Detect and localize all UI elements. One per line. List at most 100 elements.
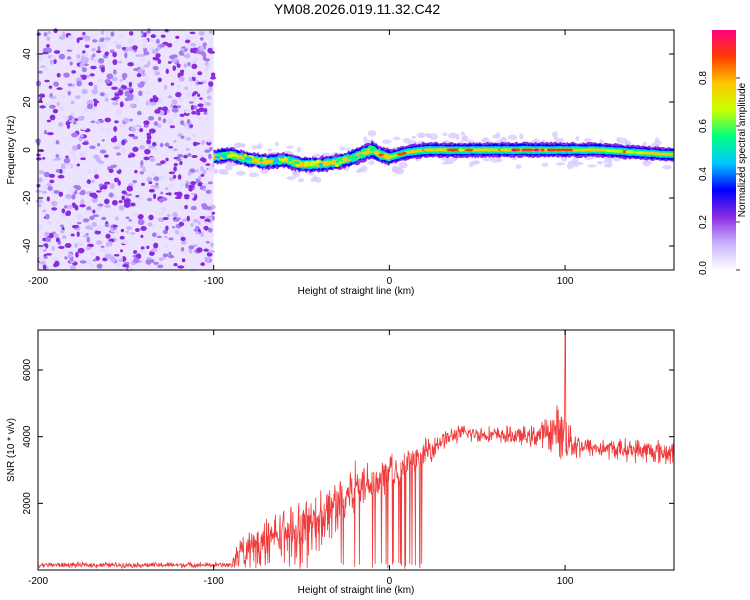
noise-speck	[121, 148, 127, 155]
noise-speck	[198, 31, 205, 36]
ridge-hotspot	[316, 159, 321, 163]
noise-speck	[180, 120, 185, 126]
noise-speck	[150, 184, 156, 188]
snr-y-tick-label: 4000	[22, 425, 33, 448]
noise-speck	[201, 139, 205, 145]
noise-speck	[110, 256, 117, 263]
noise-speck	[125, 230, 130, 234]
ridge-hotspot	[293, 161, 301, 165]
noise-speck	[157, 213, 164, 216]
noise-speck	[104, 36, 111, 41]
noise-speck	[187, 153, 192, 157]
noise-speck	[173, 162, 178, 167]
noise-speck	[160, 191, 164, 195]
noise-speck	[49, 104, 56, 109]
ridge-hotspot	[358, 153, 364, 157]
ridge-halo-speck	[460, 131, 466, 136]
noise-speck	[36, 32, 41, 36]
noise-speck	[132, 146, 139, 152]
noise-speck	[159, 142, 164, 148]
noise-speck	[202, 221, 210, 225]
ridge-halo-speck	[541, 162, 549, 167]
noise-speck	[84, 107, 88, 113]
noise-speck	[104, 223, 109, 228]
ridge-hotspot	[604, 149, 615, 153]
noise-speck	[45, 213, 50, 220]
ridge-hotspot	[443, 148, 449, 152]
noise-speck	[48, 232, 54, 239]
ridge-hotspot	[564, 148, 571, 152]
noise-speck	[164, 84, 168, 90]
noise-speck	[127, 62, 134, 67]
noise-speck	[203, 225, 209, 231]
noise-speck	[109, 165, 116, 169]
noise-speck	[172, 148, 178, 152]
noise-speck	[180, 247, 185, 252]
noise-speck	[70, 111, 75, 117]
noise-speck	[205, 102, 212, 106]
noise-speck	[112, 51, 117, 58]
noise-speck	[157, 77, 162, 83]
noise-speck	[66, 124, 71, 129]
noise-speck	[42, 156, 46, 160]
ridge-hotspot	[554, 148, 565, 152]
noise-speck	[67, 35, 74, 41]
noise-speck	[137, 110, 142, 116]
noise-speck	[145, 258, 152, 265]
noise-speck	[171, 107, 179, 113]
ridge-halo-speck	[315, 176, 322, 183]
noise-speck	[84, 44, 90, 48]
noise-speck	[176, 158, 182, 162]
ridge-halo-speck	[442, 132, 448, 137]
noise-speck	[115, 166, 120, 171]
noise-speck	[168, 176, 175, 182]
noise-speck	[76, 231, 80, 238]
noise-speck	[174, 196, 182, 200]
noise-speck	[211, 211, 216, 215]
noise-speck	[92, 214, 100, 218]
noise-speck	[53, 50, 61, 54]
noise-speck	[43, 32, 48, 37]
noise-speck	[193, 142, 201, 145]
noise-speck	[48, 85, 53, 89]
noise-speck	[88, 169, 92, 175]
ridge-halo-speck	[360, 165, 368, 173]
noise-speck	[73, 154, 77, 160]
noise-speck	[127, 267, 134, 272]
noise-speck	[76, 163, 81, 167]
noise-speck	[141, 182, 145, 186]
noise-speck	[175, 92, 182, 98]
noise-speck	[104, 181, 111, 185]
noise-speck	[146, 28, 151, 34]
noise-speck	[100, 66, 105, 73]
noise-speck	[177, 265, 185, 269]
noise-speck	[175, 84, 182, 89]
noise-speck	[146, 139, 152, 145]
spectrogram-x-tick-label: -200	[28, 276, 48, 287]
noise-speck	[60, 163, 67, 170]
ridge-hotspot	[635, 151, 645, 155]
noise-speck	[113, 126, 118, 132]
noise-speck	[153, 261, 159, 265]
noise-speck	[158, 116, 162, 121]
noise-speck	[66, 49, 73, 52]
noise-speck	[173, 166, 177, 172]
noise-speck	[38, 56, 44, 62]
noise-speck	[202, 52, 207, 59]
noise-speck	[71, 132, 79, 138]
noise-speck	[132, 213, 139, 216]
noise-speck	[180, 240, 187, 245]
noise-speck	[172, 174, 177, 179]
ridge-hotspot	[614, 149, 624, 153]
noise-speck	[72, 145, 78, 152]
ridge-halo-speck	[213, 168, 218, 175]
noise-speck	[206, 139, 212, 143]
snr-series-line	[37, 329, 675, 570]
noise-speck	[189, 31, 196, 35]
noise-speck	[59, 224, 64, 228]
noise-speck	[113, 146, 121, 150]
noise-speck	[158, 43, 166, 48]
noise-speck	[94, 174, 100, 179]
noise-speck	[40, 65, 46, 68]
